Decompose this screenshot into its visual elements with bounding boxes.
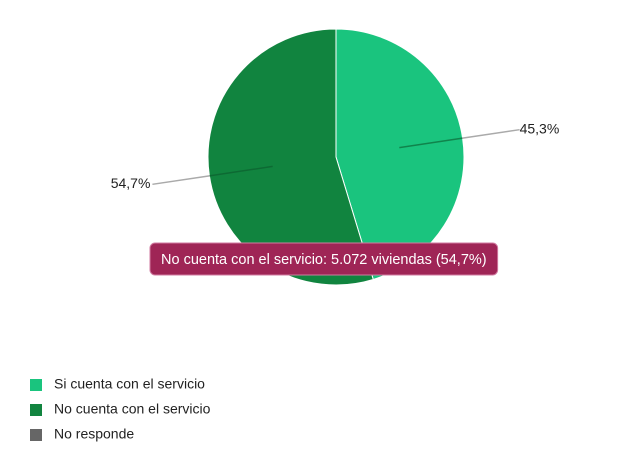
tooltip-box (149, 242, 499, 276)
legend-swatch (30, 379, 42, 391)
value-label: 54,7% (111, 175, 151, 191)
legend-label: No cuenta con el servicio (54, 401, 211, 417)
tooltip: No cuenta con el servicio: 5.072 viviend… (149, 242, 499, 276)
leader-line-inner (399, 137, 463, 149)
legend-swatch (30, 404, 42, 416)
legend-label: Si cuenta con el servicio (54, 376, 205, 392)
legend-swatch (30, 429, 42, 441)
leader-line (462, 128, 520, 139)
legend-label: No responde (54, 426, 134, 442)
tooltip-text: No cuenta con el servicio: 5.072 viviend… (161, 252, 487, 268)
value-label: 45,3% (520, 120, 560, 136)
leader-line-inner (209, 165, 273, 177)
leader-line (152, 175, 210, 186)
